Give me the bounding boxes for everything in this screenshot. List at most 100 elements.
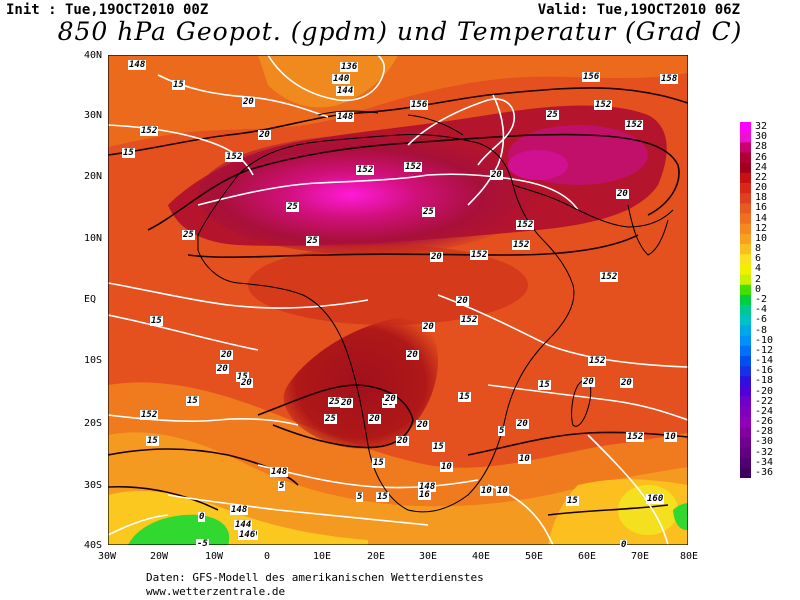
color-scale-swatch xyxy=(740,264,751,275)
color-scale-swatch xyxy=(740,132,751,143)
cold-pool-southwest xyxy=(128,514,230,545)
temperature-label: 20 xyxy=(396,436,409,446)
color-scale-swatch xyxy=(740,366,751,377)
weather-map xyxy=(108,55,688,545)
temperature-label: 5 xyxy=(498,426,506,436)
temperature-label: -5 xyxy=(196,539,209,549)
cool-zone-north-iberia xyxy=(258,55,398,108)
hot-belt-south xyxy=(283,318,438,449)
color-scale-tick: 32 xyxy=(755,121,768,133)
color-scale-swatch xyxy=(740,122,751,133)
temperature-label: 25 xyxy=(324,414,337,424)
color-scale-swatch xyxy=(740,467,751,478)
temperature-label: 15 xyxy=(146,436,159,446)
temperature-label: 25 xyxy=(306,236,319,246)
temperature-label: 15 xyxy=(372,458,385,468)
coastlines xyxy=(197,110,674,513)
temperature-label: 20 xyxy=(430,252,443,262)
temperature-label: 25 xyxy=(328,397,341,407)
geopotential-label: 152 xyxy=(225,152,244,162)
temperature-label: 16 xyxy=(418,490,431,500)
geopotential-label: 152 xyxy=(625,120,644,130)
lon-label: 30W xyxy=(98,551,117,562)
lon-label: 20W xyxy=(150,551,169,562)
lat-label: 20S xyxy=(84,418,103,429)
color-scale-tick: -22 xyxy=(755,395,774,407)
geopotential-label: 146 xyxy=(238,530,257,540)
temperature-label: 0 xyxy=(198,512,206,522)
color-scale-tick: 20 xyxy=(755,182,768,194)
geopotential-label: 152 xyxy=(626,432,645,442)
lon-label: 30E xyxy=(419,551,438,562)
color-scale-swatch xyxy=(740,396,751,408)
color-scale-tick: -20 xyxy=(755,385,774,397)
color-scale-tick: 30 xyxy=(755,131,768,143)
temperature-label: 20 xyxy=(240,378,253,388)
color-scale-swatch xyxy=(740,437,751,448)
geopotential-label: 148 xyxy=(336,112,355,122)
geopotential-label: 140 xyxy=(332,74,351,84)
color-scale-tick: 24 xyxy=(755,161,768,173)
cold-pool-southeast xyxy=(673,503,688,531)
geopotential-label: 148 xyxy=(418,482,437,492)
geopotential-label: 144 xyxy=(336,86,355,96)
color-scale-tick: -6 xyxy=(755,314,768,326)
temperature-label: 20 xyxy=(406,350,419,360)
color-scale-swatch xyxy=(740,254,751,265)
temperature-label: 25 xyxy=(546,110,559,120)
geopotential-label: 148 xyxy=(270,467,289,477)
temperature-label: 10 xyxy=(480,486,493,496)
cool-zone-north xyxy=(108,55,688,147)
temperature-label: 15 xyxy=(566,496,579,506)
color-scale-tick: 2 xyxy=(755,273,762,285)
color-scale-swatch xyxy=(740,294,751,306)
temperature-label: 5 xyxy=(278,481,286,491)
color-scale-tick: -2 xyxy=(755,294,768,305)
temperature-label: 20 xyxy=(416,420,429,430)
color-scale-tick: 22 xyxy=(755,171,768,183)
temperature-label: 15 xyxy=(432,442,445,452)
color-scale-swatch xyxy=(740,345,751,357)
temperature-label: 20 xyxy=(216,364,229,374)
geopotential-label: 152 xyxy=(512,240,531,250)
color-scale-swatch xyxy=(740,162,751,174)
temperature-label: 10 xyxy=(440,462,453,472)
temperature-label: 15 xyxy=(186,396,199,406)
color-scale-swatch xyxy=(740,325,751,336)
color-scale-tick: 0 xyxy=(755,283,762,295)
temperature-label: 15 xyxy=(172,80,185,90)
color-scale-tick: -24 xyxy=(755,405,774,417)
color-scale-swatch xyxy=(740,152,751,163)
color-scale-tick: -10 xyxy=(755,334,774,346)
color-scale-swatch xyxy=(740,376,751,387)
lon-label: 0 xyxy=(264,551,271,562)
sahara-core xyxy=(198,135,538,255)
temperature-label: 20 xyxy=(340,398,353,408)
lat-label: EQ xyxy=(84,294,97,305)
geopotential-label: 152 xyxy=(140,410,159,420)
geopotential-label: 152 xyxy=(600,272,619,282)
lat-label: 40S xyxy=(84,540,103,551)
geopotential-label: 136 xyxy=(340,62,359,72)
color-scale-swatch xyxy=(740,274,751,286)
color-scale-swatch xyxy=(740,284,751,296)
color-scale-tick: 28 xyxy=(755,141,768,153)
color-scale-tick: 10 xyxy=(755,232,768,244)
temperature-label: 15 xyxy=(236,372,249,382)
temperature-label: 20 xyxy=(490,170,503,180)
lon-label: 70E xyxy=(631,551,650,562)
valid-time: Valid: Tue,19OCT2010 06Z xyxy=(537,2,740,18)
temperature-label: 20 xyxy=(620,378,633,388)
color-scale-swatch xyxy=(740,427,751,438)
color-scale-swatch xyxy=(740,223,751,235)
map-title: 850 hPa Geopot. (gpdm) und Temperatur (G… xyxy=(57,17,743,46)
temperature-label: 20 xyxy=(258,130,271,140)
init-time: Init : Tue,19OCT2010 00Z xyxy=(6,2,209,18)
color-scale-swatch xyxy=(740,447,751,458)
lat-label: 10N xyxy=(84,233,103,244)
geopotential-label: 152 xyxy=(356,165,375,175)
color-scale-tick: 14 xyxy=(755,212,768,224)
color-scale-swatch xyxy=(740,142,751,153)
geopotential-label: 156 xyxy=(410,100,429,110)
color-scale-tick: -8 xyxy=(755,324,768,336)
